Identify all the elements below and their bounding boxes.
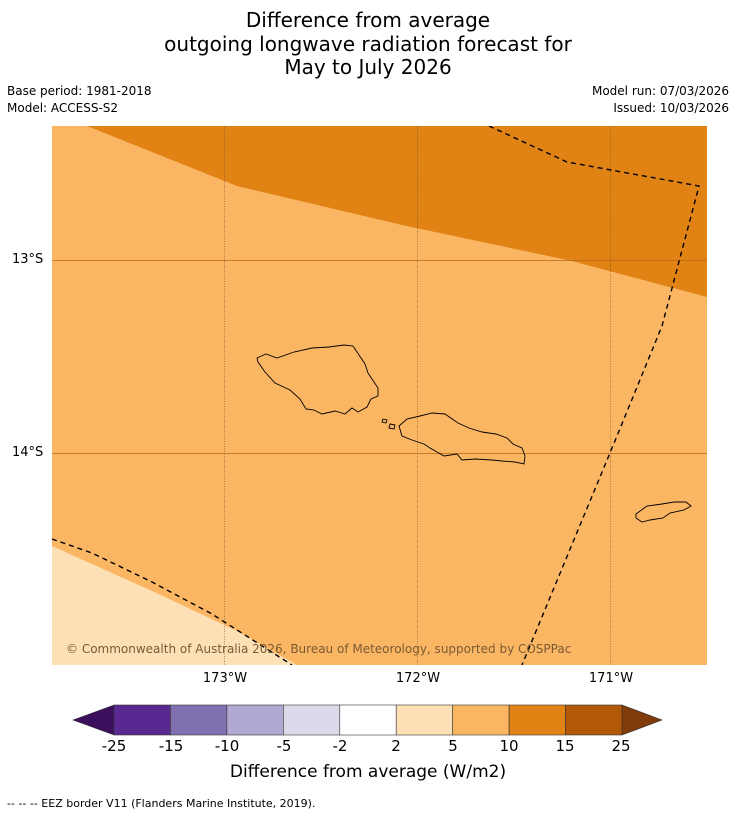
lon-label-172w: 172°W [395,671,441,686]
issued-date: Issued: 10/03/2026 [613,101,729,115]
colorbar-segment [283,704,341,736]
colorbar-segment [395,704,453,736]
colorbar-tick: -10 [214,737,240,755]
model-name: Model: ACCESS-S2 [7,101,119,115]
colorbar-tick: -25 [101,737,127,755]
colorbar-arrow-low [72,704,115,736]
colorbar-segment [339,704,397,736]
eez-footnote: -- -- -- EEZ border V11 (Flanders Marine… [7,797,316,810]
map-region-10-to-15 [87,126,707,297]
colorbar-arrow-high [621,704,663,736]
colorbar-tick: 25 [611,737,631,755]
colorbar-label: Difference from average (W/m2) [229,762,507,782]
colorbar-segment [452,704,510,736]
upolu-island [398,412,526,465]
manono-islet [381,418,388,424]
forecast-map: © Commonwealth of Australia 2026, Bureau… [52,126,707,665]
colorbar-tick: 10 [499,737,519,755]
tutuila-island [635,501,692,523]
colorbar-segment [170,704,228,736]
colorbar-segment [226,704,284,736]
map-region-2-to-5 [52,546,297,665]
colorbar-segment [565,704,623,736]
colorbar-tick: 2 [391,737,401,755]
colorbar-segment [113,704,171,736]
apolima-islet [388,423,396,430]
colorbar-tick: -15 [158,737,184,755]
colorbar [72,704,663,736]
eez-border [52,126,700,665]
lon-label-171w: 171°W [588,671,634,686]
chart-title-line-3: May to July 2026 [284,55,452,79]
lat-label-14s: 14°S [12,445,44,460]
lon-label-173w: 173°W [202,671,248,686]
model-run-date: Model run: 07/03/2026 [591,84,729,98]
copyright-notice: © Commonwealth of Australia 2026, Bureau… [66,642,571,656]
coastlines [256,344,692,523]
colorbar-segment [508,704,566,736]
chart-title-line-1: Difference from average [245,8,491,32]
colorbar-tick: -5 [276,737,292,755]
base-period: Base period: 1981-2018 [7,84,152,98]
colorbar-tick: 5 [448,737,458,755]
chart-title-line-2: outgoing longwave radiation forecast for [164,32,572,56]
colorbar-tick: 15 [555,737,575,755]
savaii-island [256,344,379,415]
graticule [52,126,707,665]
lat-label-13s: 13°S [12,252,44,267]
colorbar-tick: -2 [332,737,348,755]
